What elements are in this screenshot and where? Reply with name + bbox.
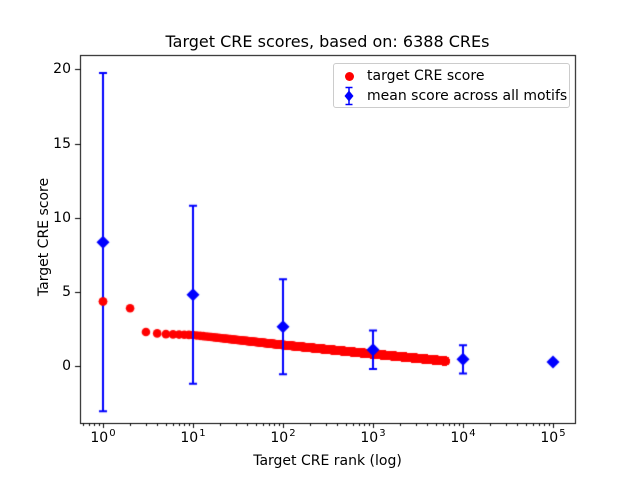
legend-marker-cell [334,86,364,106]
y-axis-label: Target CRE score [36,177,52,297]
y-tick-label: 20 [53,61,71,78]
x-tick-label: 102 [270,428,296,446]
legend-label: target CRE score [367,68,485,84]
y-tick-label: 10 [53,209,71,226]
y-tick-label: 5 [62,283,71,300]
legend-marker-cell [334,71,364,81]
x-tick-label: 100 [90,428,116,446]
chart-title: Target CRE scores, based on: 6388 CREs [165,32,490,51]
legend-item-target: target CRE score [334,66,569,86]
red-circle-icon [344,71,354,81]
x-tick-label: 101 [180,428,206,446]
legend-item-mean: mean score across all motifs [334,86,569,106]
blue-diamond-errorbar-icon [344,86,354,106]
legend: target CRE score mean score across all m… [333,63,570,108]
x-tick-label: 105 [540,428,566,446]
x-tick-label: 103 [360,428,386,446]
x-axis-label: Target CRE rank (log) [253,453,402,469]
x-tick-label: 104 [450,428,476,446]
y-tick-label: 15 [53,135,71,152]
y-tick-label: 0 [62,358,71,375]
legend-label: mean score across all motifs [367,88,568,104]
